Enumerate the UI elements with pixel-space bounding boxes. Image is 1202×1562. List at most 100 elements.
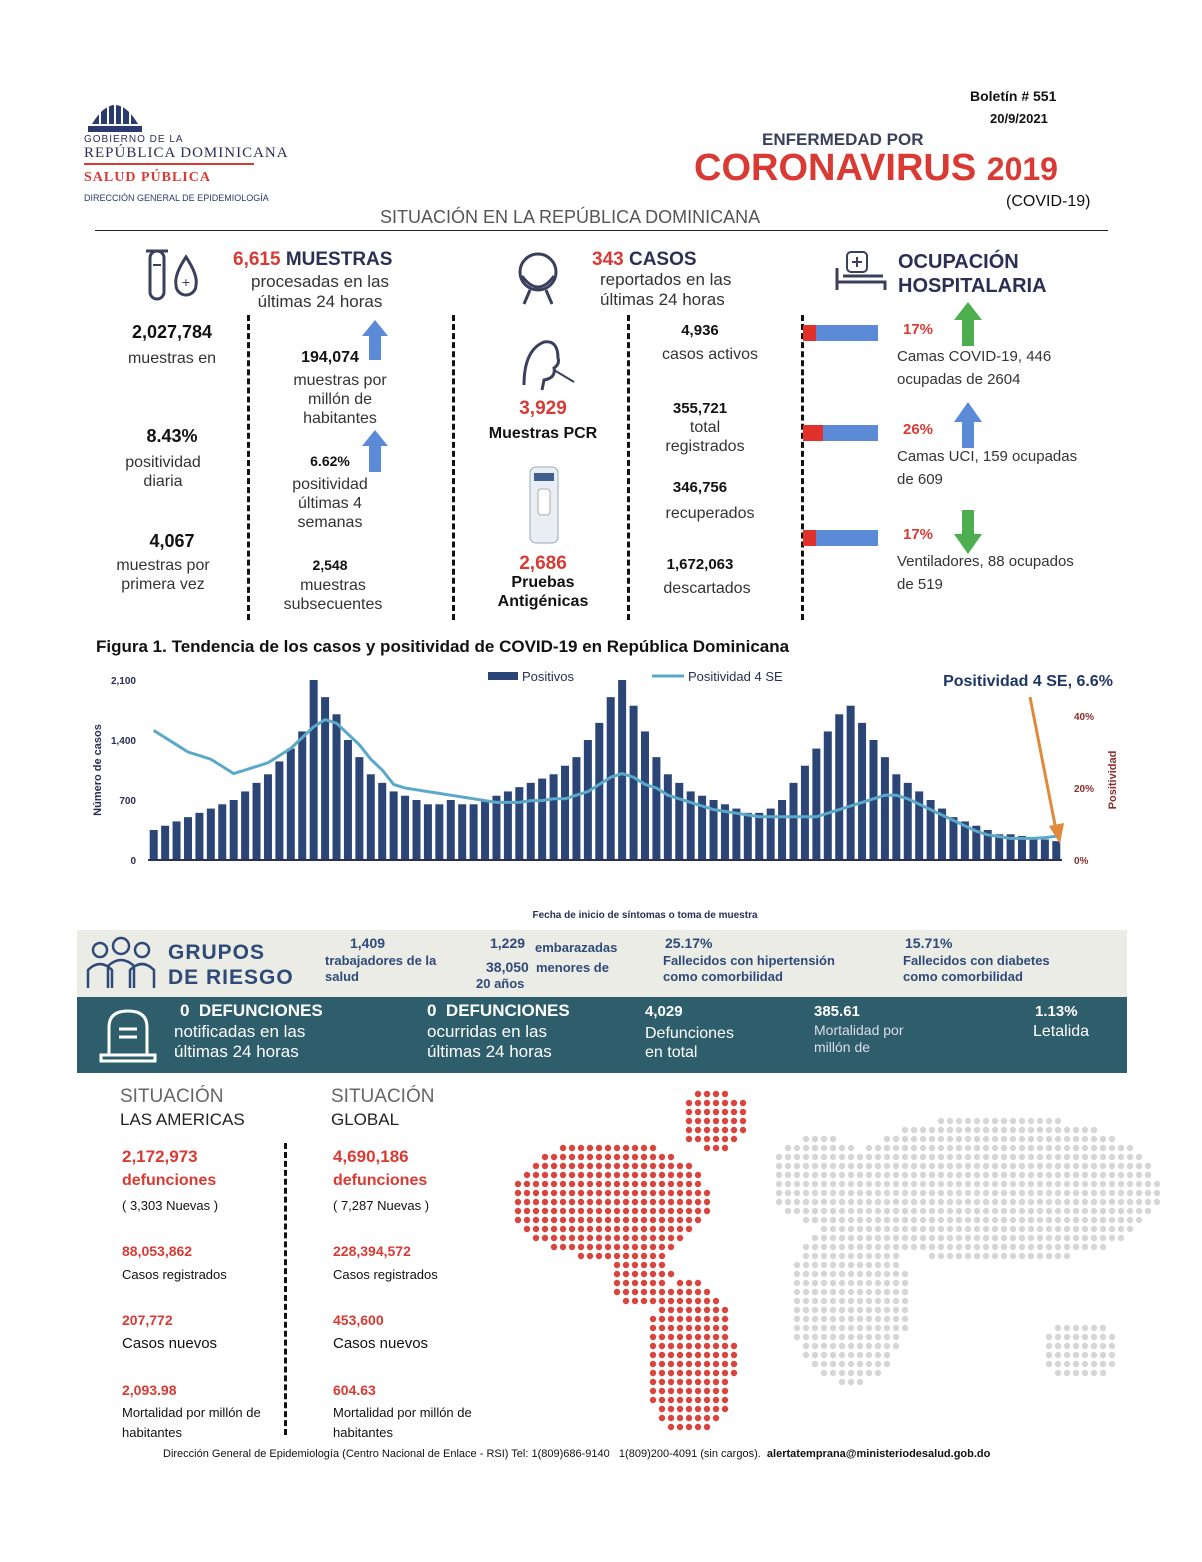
map-dot [586,1234,594,1242]
map-dot [820,1198,828,1206]
map-dot [838,1369,846,1377]
map-dot [964,1162,972,1170]
map-dot [784,1144,792,1152]
map-dot [973,1225,981,1233]
map-dot [838,1261,846,1269]
map-dot [820,1351,828,1359]
map-dot [1045,1180,1053,1188]
map-dot [874,1171,882,1179]
bar [492,795,501,860]
map-dot [982,1171,990,1179]
map-dot [532,1234,540,1242]
map-dot [811,1135,819,1143]
map-dot [1054,1333,1062,1341]
map-dot [703,1333,711,1341]
map-dot [622,1207,630,1215]
map-dot [928,1207,936,1215]
map-dot [712,1144,720,1152]
map-dot [829,1342,837,1350]
map-dot [991,1180,999,1188]
map-dot [1009,1243,1017,1251]
map-dot [955,1153,963,1161]
map-dot [712,1405,720,1413]
map-dot [559,1234,567,1242]
map-dot [883,1270,891,1278]
map-dot [874,1342,882,1350]
bar [435,804,444,860]
map-dot [613,1198,621,1206]
map-dot [676,1378,684,1386]
map-dot [829,1171,837,1179]
map-dot [667,1180,675,1188]
map-dot [838,1279,846,1287]
map-dot [658,1306,666,1314]
map-dot [1045,1216,1053,1224]
region-label: Casos registrados [333,1267,438,1282]
map-dot [1081,1225,1089,1233]
stat-value: 2,027,784 [131,322,213,342]
map-dot [946,1198,954,1206]
map-dot [856,1234,864,1242]
bar [538,778,547,860]
map-dot [847,1342,855,1350]
map-dot [658,1216,666,1224]
map-dot [1090,1171,1098,1179]
map-dot [667,1189,675,1197]
map-dot [586,1171,594,1179]
map-dot [667,1378,675,1386]
map-dot [649,1171,657,1179]
map-dot [1000,1216,1008,1224]
map-dot [604,1225,612,1233]
stat-label: muestras subsecuentes [283,577,383,614]
map-dot [595,1171,603,1179]
y2-tick-label: 40% [1074,712,1094,723]
bar [229,800,238,860]
map-dot [856,1342,864,1350]
map-dot [919,1126,927,1134]
map-dot [829,1153,837,1161]
map-dot [892,1189,900,1197]
map-dot [649,1216,657,1224]
map-dot [1045,1252,1053,1260]
map-dot [856,1153,864,1161]
map-dot [694,1378,702,1386]
bar [995,834,1004,860]
map-dot [856,1198,864,1206]
map-dot [676,1360,684,1368]
map-dot [604,1198,612,1206]
map-dot [946,1234,954,1242]
map-dot [577,1252,585,1260]
figure-title: Figura 1. Tendencia de los casos y posit… [96,637,790,656]
map-dot [1063,1225,1071,1233]
map-dot [1018,1171,1026,1179]
map-dot [874,1261,882,1269]
stat-label: muestras por primera vez [116,557,210,594]
map-dot [676,1288,684,1296]
map-dot [703,1369,711,1377]
map-dot [622,1252,630,1260]
map-dot [721,1387,729,1395]
subtitle: SITUACIÓN EN LA REPÚBLICA DOMINICANA [380,207,761,227]
bar [583,740,592,860]
map-dot [658,1369,666,1377]
map-dot [577,1180,585,1188]
map-dot [1072,1153,1080,1161]
map-dot [730,1126,738,1134]
map-dot [1045,1171,1053,1179]
footer-email: alertatemprana@ministeriodesalud.gob.do [766,1448,991,1460]
map-dot [532,1180,540,1188]
occupancy-label: 26% [903,421,934,438]
map-dot [829,1369,837,1377]
map-dot [910,1207,918,1215]
map-dot [1099,1162,1107,1170]
map-dot [658,1378,666,1386]
def-head: 0 DEFUNCIONES [180,1001,323,1021]
map-dot [1108,1216,1116,1224]
map-dot [793,1207,801,1215]
map-dot [883,1306,891,1314]
map-dot [541,1234,549,1242]
stat-label: muestras en [127,350,217,367]
map-dot [1099,1369,1107,1377]
bar [709,800,718,860]
map-dot [1090,1162,1098,1170]
